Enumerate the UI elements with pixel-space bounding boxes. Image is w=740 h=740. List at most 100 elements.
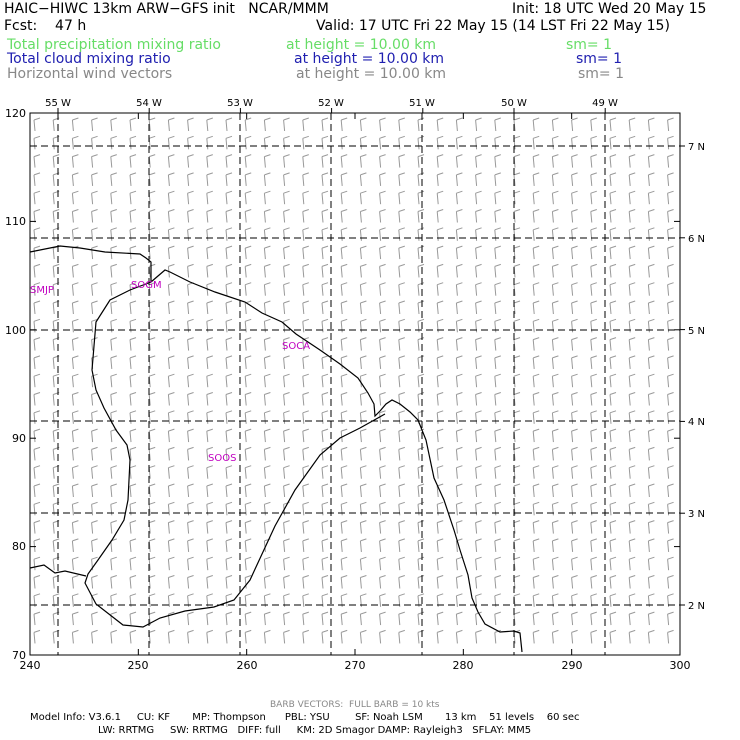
wind-barb-feather <box>302 373 309 377</box>
wind-barb <box>167 248 170 260</box>
wind-barb <box>167 540 170 552</box>
wind-barb-feather <box>341 465 348 469</box>
wind-barb-feather <box>149 501 156 505</box>
wind-barb-feather <box>33 172 41 176</box>
wind-barb <box>455 138 458 150</box>
wind-barb <box>532 504 535 516</box>
wind-barb <box>91 138 94 150</box>
wind-barb <box>379 302 382 315</box>
station-smjp: SMJP <box>30 285 54 296</box>
wind-barb <box>379 174 382 186</box>
wind-barb <box>167 156 170 168</box>
wind-barb-feather <box>648 263 655 267</box>
wind-barb <box>551 376 554 388</box>
wind-barb <box>609 321 612 333</box>
wind-barb-feather <box>609 410 617 414</box>
wind-barb <box>628 321 631 333</box>
wind-barb <box>321 229 324 241</box>
wind-barb-feather <box>72 593 79 597</box>
wind-barb-feather <box>149 172 156 176</box>
wind-barb <box>571 467 574 479</box>
wind-barb <box>187 357 190 369</box>
wind-barb <box>417 559 420 571</box>
wind-barb-feather <box>91 300 98 304</box>
wind-barb-feather <box>91 575 98 578</box>
wind-barb <box>110 339 113 351</box>
wind-barb-feather <box>360 190 367 194</box>
wind-barb <box>91 449 94 461</box>
wind-barb-feather <box>629 209 636 212</box>
wind-barb <box>321 211 324 223</box>
wind-barb <box>321 522 324 534</box>
wind-barb <box>225 229 228 241</box>
wind-barb <box>609 248 612 260</box>
wind-barb <box>379 321 382 333</box>
wind-barb-feather <box>417 483 425 487</box>
wind-barb-feather <box>206 227 213 231</box>
wind-barb-feather <box>187 263 194 267</box>
wind-barb-feather <box>667 428 674 432</box>
wind-barb <box>206 577 209 589</box>
wind-barb <box>225 522 228 534</box>
wind-barb-feather <box>264 629 271 633</box>
wind-barb <box>302 412 305 424</box>
wind-barb <box>187 266 190 278</box>
wind-barb-feather <box>321 117 329 121</box>
wind-barb <box>110 156 113 168</box>
wind-barb-feather <box>360 355 367 359</box>
wind-barb-feather <box>475 483 482 487</box>
wind-barb-feather <box>168 575 175 578</box>
wind-barb <box>71 357 74 369</box>
wind-barb-feather <box>437 135 444 139</box>
wind-barb-feather <box>513 373 521 377</box>
wind-barb-feather <box>360 318 367 322</box>
wind-barb-feather <box>321 245 329 249</box>
wind-barb-feather <box>494 172 501 176</box>
wind-barb-feather <box>456 410 463 414</box>
wind-barb-feather <box>437 227 444 231</box>
wind-barb-feather <box>168 538 175 542</box>
lon-label: 50 W <box>501 98 527 109</box>
wind-barb <box>667 467 670 479</box>
wind-barb-feather <box>513 465 521 469</box>
wind-barb-feather <box>245 227 252 231</box>
wind-barb-feather <box>417 245 425 249</box>
wind-barb <box>244 485 247 498</box>
wind-barb-feather <box>149 318 156 322</box>
wind-barb <box>206 339 209 351</box>
wind-barb <box>417 321 420 333</box>
wind-barb <box>340 504 343 516</box>
wind-barb <box>244 614 247 626</box>
wind-barb <box>628 266 631 278</box>
wind-barb-feather <box>456 337 463 341</box>
wind-barb-feather <box>494 465 501 469</box>
wind-barb-feather <box>72 410 79 414</box>
wind-barb-feather <box>264 263 271 267</box>
wind-barb-feather <box>110 593 117 597</box>
wind-barb <box>283 156 286 168</box>
wind-barb-feather <box>110 154 117 158</box>
wind-barb-feather <box>379 520 386 524</box>
wind-barb-feather <box>629 263 636 267</box>
wind-barb <box>359 449 362 461</box>
wind-barb <box>33 504 36 516</box>
wind-barb <box>359 266 362 278</box>
wind-barb <box>283 357 286 369</box>
wind-barb-feather <box>533 465 540 469</box>
wind-barb-feather <box>168 245 175 249</box>
wind-barb <box>398 632 401 644</box>
wind-barb <box>110 540 113 552</box>
wind-barb-feather <box>33 227 41 231</box>
map-frame <box>29 112 681 656</box>
wind-barb <box>52 211 55 223</box>
wind-barb-feather <box>129 135 137 139</box>
y-tick-label: 110 <box>5 215 26 228</box>
wind-barb <box>417 431 420 443</box>
wind-barb-feather <box>398 227 405 231</box>
wind-barb <box>321 156 324 168</box>
wind-barb <box>590 412 593 424</box>
wind-barb-feather <box>494 154 501 158</box>
wind-barb <box>71 138 74 150</box>
wind-barb <box>167 577 170 589</box>
wind-barb-feather <box>225 318 233 322</box>
